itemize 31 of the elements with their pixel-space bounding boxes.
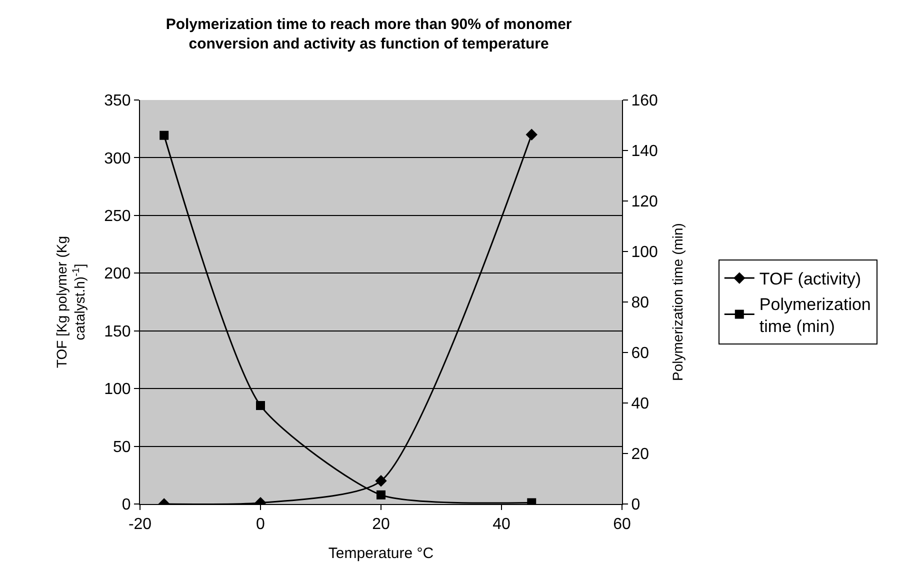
y2-tick-label: 0: [631, 496, 640, 514]
y-tick-label: 200: [104, 266, 131, 283]
legend-label: TOF (activity): [759, 270, 862, 289]
y-tick-label: 50: [113, 438, 131, 456]
y2-tick-label: 20: [631, 446, 650, 464]
x-axis-title: Temperature °C: [328, 545, 434, 562]
y-tick-label: 150: [104, 323, 131, 340]
y-tick-label: 100: [104, 381, 131, 398]
y2-tick-label: 160: [631, 92, 658, 110]
y-tick-label: 0: [122, 496, 131, 514]
point: [160, 130, 169, 140]
y2-tick-label: 60: [631, 345, 650, 362]
x-tick-label: 40: [492, 516, 510, 534]
y2-tick-label: 100: [631, 244, 658, 262]
x-tick-label: 20: [372, 516, 390, 534]
y2-tick-label: 40: [631, 396, 650, 413]
y-tick-label: 250: [104, 208, 131, 226]
y-tick-label: 300: [104, 150, 131, 168]
y2-tick-label: 120: [631, 194, 658, 211]
y2-axis-title: Polymerization time (min): [669, 223, 686, 381]
y2-tick-label: 140: [631, 143, 658, 160]
x-tick-label: -20: [128, 516, 152, 534]
point: [256, 401, 265, 410]
point: [526, 128, 538, 140]
chart-title: Polymerization time to reach more than 90% of monomer conversion and activity as function of temperature: [166, 16, 572, 53]
point: [376, 490, 386, 500]
legend-label: Polymerization time (min): [759, 294, 871, 336]
y-tick-label: 350: [104, 92, 131, 110]
x-tick-label: 0: [256, 516, 266, 534]
y2-tick-label: 80: [631, 294, 650, 312]
x-tick-label: 60: [613, 516, 631, 534]
